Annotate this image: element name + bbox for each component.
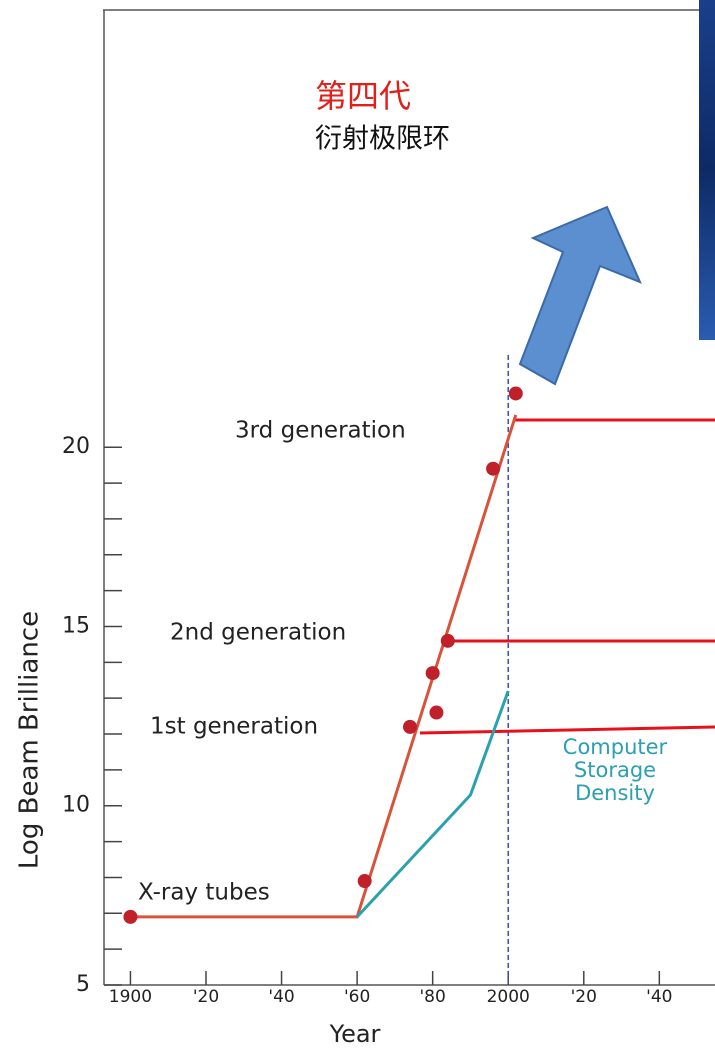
data-point <box>403 719 417 734</box>
data-point <box>486 461 501 476</box>
data-point <box>357 874 372 889</box>
series-line <box>130 414 518 919</box>
x-tick-label: '40 <box>646 987 672 1007</box>
annotation: 2nd generation <box>170 620 346 646</box>
data-point <box>508 386 523 401</box>
y-axis-title: Log Beam Brilliance <box>15 611 45 869</box>
storage-label: Density <box>575 781 655 805</box>
x-tick-label: '60 <box>344 987 370 1007</box>
series-line <box>356 690 510 918</box>
heading-red: 第四代 <box>315 77 411 115</box>
data-point <box>425 666 440 681</box>
y-tick-label: 20 <box>62 434 90 459</box>
data-point <box>123 909 138 924</box>
x-tick-label: '80 <box>420 987 446 1007</box>
y-tick-label: 10 <box>62 793 90 818</box>
storage-label: Storage <box>574 758 656 782</box>
arrow <box>518 205 642 386</box>
x-tick-label: '20 <box>571 987 597 1007</box>
pointer-line <box>419 725 715 735</box>
storage-label: Computer <box>563 735 668 759</box>
x-tick-label: 1900 <box>109 987 152 1007</box>
y-tick-label: 15 <box>62 613 90 638</box>
x-axis-title: Year <box>329 1020 381 1048</box>
annotation: 1st generation <box>150 714 318 740</box>
y-tick-label: 5 <box>76 972 90 997</box>
annotation: X-ray tubes <box>138 880 270 906</box>
heading-black: 衍射极限环 <box>315 124 450 155</box>
data-point <box>440 633 455 648</box>
background-image <box>699 0 715 340</box>
x-tick-label: '20 <box>193 987 219 1007</box>
x-tick-label: '40 <box>268 987 294 1007</box>
x-tick-label: 2000 <box>487 987 530 1007</box>
data-point <box>429 705 444 720</box>
annotation: 3rd generation <box>235 418 406 444</box>
